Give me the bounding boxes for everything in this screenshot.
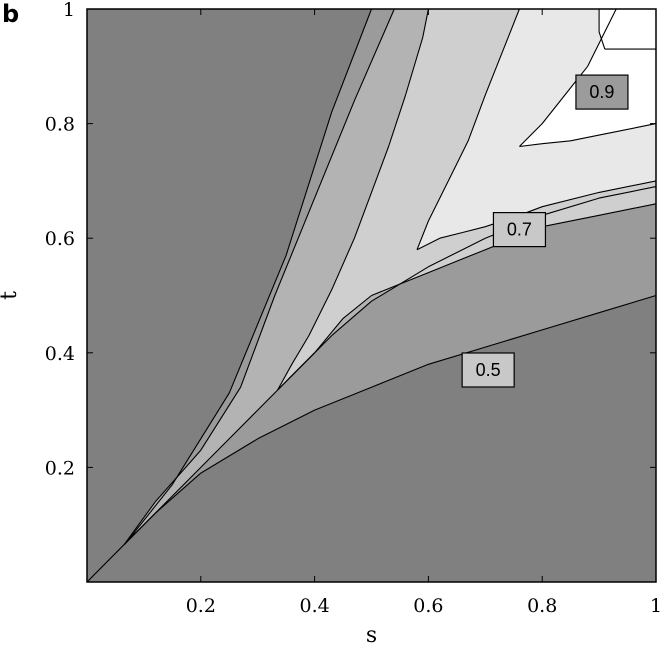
- contour-label-text: 0.5: [476, 360, 501, 380]
- plot-frame: [86, 8, 657, 583]
- x-tick-label: 0.8: [527, 595, 557, 617]
- y-axis-ticks: 0.2 0.4 0.6 0.8 1: [45, 0, 656, 479]
- contour-label-0.7: 0.7: [492, 212, 547, 248]
- x-tick-label: 0.2: [186, 595, 216, 617]
- y-tick-label: 1: [63, 0, 75, 21]
- x-tick-label: 1: [650, 595, 662, 617]
- contour-label-text: 0.7: [507, 220, 532, 240]
- contour-region-level-6: [599, 9, 656, 50]
- y-axis-label: t: [0, 291, 22, 300]
- plot-area: 0.5 0.7 0.9: [86, 8, 657, 583]
- y-tick-label: 0.6: [45, 228, 75, 250]
- contour-label-0.9: 0.9: [575, 74, 629, 110]
- contour-label-box: [461, 352, 515, 388]
- x-axis-ticks: 0.2 0.4 0.6 0.8 1: [186, 9, 662, 617]
- diagonal-dotted-line: [86, 541, 128, 583]
- y-tick-label: 0.4: [45, 343, 75, 365]
- contour-line-level-4: [416, 8, 657, 251]
- contour-label-text: 0.9: [589, 82, 614, 102]
- x-tick-label: 0.6: [413, 595, 443, 617]
- x-tick-label: 0.4: [299, 595, 329, 617]
- panel-label: b: [2, 0, 19, 28]
- contour-line-level-6: [598, 9, 656, 50]
- y-tick-label: 0.8: [45, 114, 75, 136]
- x-axis-label: s: [366, 623, 377, 648]
- contour-labels: 0.5 0.7 0.9: [461, 74, 629, 388]
- y-tick-label: 0.2: [45, 457, 75, 479]
- contour-label-0.5: 0.5: [461, 352, 515, 388]
- contour-label-box: [575, 74, 629, 110]
- contour-label-box: [492, 212, 547, 248]
